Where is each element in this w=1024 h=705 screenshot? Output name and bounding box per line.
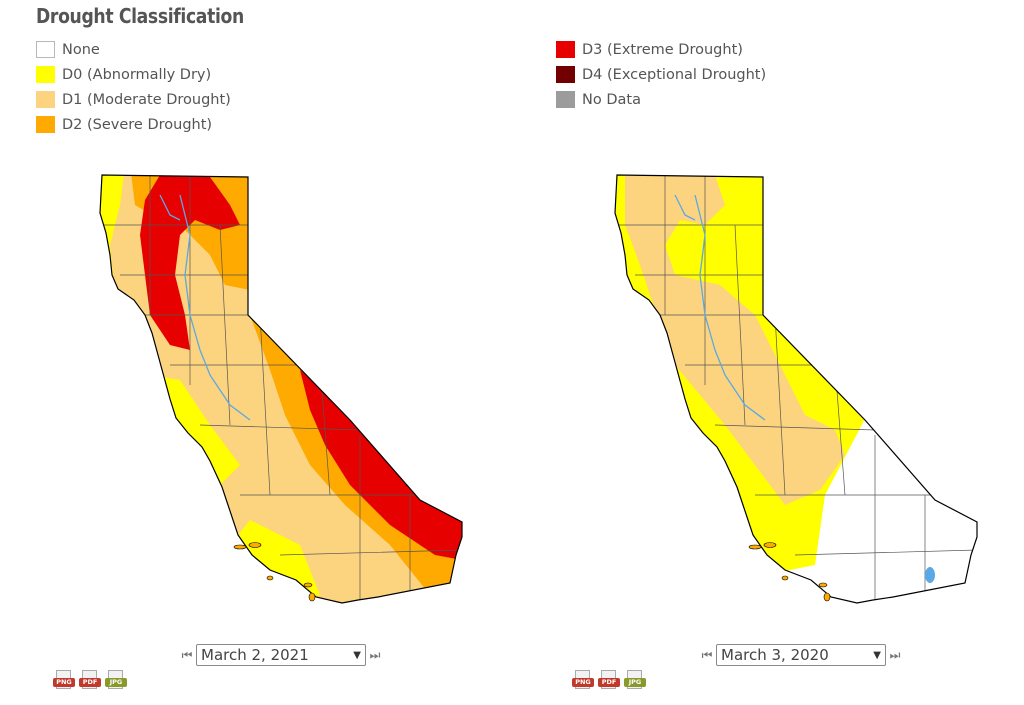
legend-label: D0 (Abnormally Dry) [62, 66, 212, 83]
legend-item-d0: D0 (Abnormally Dry) [36, 62, 231, 87]
legend-item-d3: D3 (Extreme Drought) [556, 37, 766, 62]
salton-sea [925, 567, 935, 583]
channel-islands [233, 542, 316, 602]
jpg-download-icon[interactable]: JPG [624, 670, 646, 690]
jpg-download-icon[interactable]: JPG [105, 670, 127, 690]
legend-swatch-no-data [556, 91, 575, 108]
rivers [159, 194, 251, 421]
legend-swatch-none [36, 41, 55, 58]
legend-swatch-d2 [36, 116, 55, 133]
date-select-value: March 3, 2020 [721, 646, 829, 664]
date-select[interactable]: March 2, 2021 ▼ [196, 644, 366, 666]
county-lines [617, 175, 977, 600]
legend-label: D1 (Moderate Drought) [62, 91, 231, 108]
rivers [674, 194, 766, 421]
page-title: Drought Classification [36, 4, 244, 28]
legend-item-no-data: No Data [556, 87, 766, 112]
region-d0-north-coast [100, 175, 125, 295]
region-d3-north [140, 175, 240, 350]
pdf-download-icon[interactable]: PDF [79, 670, 101, 690]
legend-item-none: None [36, 37, 231, 62]
channel-islands [748, 542, 831, 602]
legend-label: D3 (Extreme Drought) [582, 41, 743, 58]
chevron-down-icon: ▼ [873, 649, 881, 661]
legend-left: None D0 (Abnormally Dry) D1 (Moderate Dr… [36, 37, 231, 137]
legend-label: D4 (Exceptional Drought) [582, 66, 767, 83]
downloads-2021: PNG PDF JPG [53, 670, 131, 690]
legend-item-d2: D2 (Severe Drought) [36, 112, 231, 137]
date-select-value: March 2, 2021 [201, 646, 309, 664]
drought-map-2021 [90, 165, 480, 615]
fast-forward-icon[interactable]: ⏭ [889, 647, 901, 662]
county-lines [102, 175, 462, 600]
date-nav-2020: ⏮ March 3, 2020 ▼ ⏭ [698, 644, 904, 666]
legend-item-d4: D4 (Exceptional Drought) [556, 62, 766, 87]
chevron-down-icon: ▼ [353, 649, 361, 661]
legend-right: D3 (Extreme Drought) D4 (Exceptional Dro… [556, 37, 766, 112]
legend-swatch-d3 [556, 41, 575, 58]
legend-item-d1: D1 (Moderate Drought) [36, 87, 231, 112]
pdf-download-icon[interactable]: PDF [598, 670, 620, 690]
drought-map-2020 [605, 165, 995, 615]
date-nav-2021: ⏮ March 2, 2021 ▼ ⏭ [178, 644, 384, 666]
rewind-icon[interactable]: ⏮ [181, 647, 193, 662]
downloads-2020: PNG PDF JPG [572, 670, 650, 690]
date-select[interactable]: March 3, 2020 ▼ [716, 644, 886, 666]
region-d1 [625, 175, 845, 505]
legend-swatch-d1 [36, 91, 55, 108]
california-map [614, 174, 978, 604]
legend-label: None [62, 41, 100, 58]
png-download-icon[interactable]: PNG [572, 670, 594, 690]
legend-swatch-d4 [556, 66, 575, 83]
fast-forward-icon[interactable]: ⏭ [369, 647, 381, 662]
legend-label: No Data [582, 91, 641, 108]
region-d3-east [300, 370, 462, 560]
legend-label: D2 (Severe Drought) [62, 116, 213, 133]
legend-swatch-d0 [36, 66, 55, 83]
png-download-icon[interactable]: PNG [53, 670, 75, 690]
california-map [99, 174, 463, 604]
rewind-icon[interactable]: ⏮ [701, 647, 713, 662]
